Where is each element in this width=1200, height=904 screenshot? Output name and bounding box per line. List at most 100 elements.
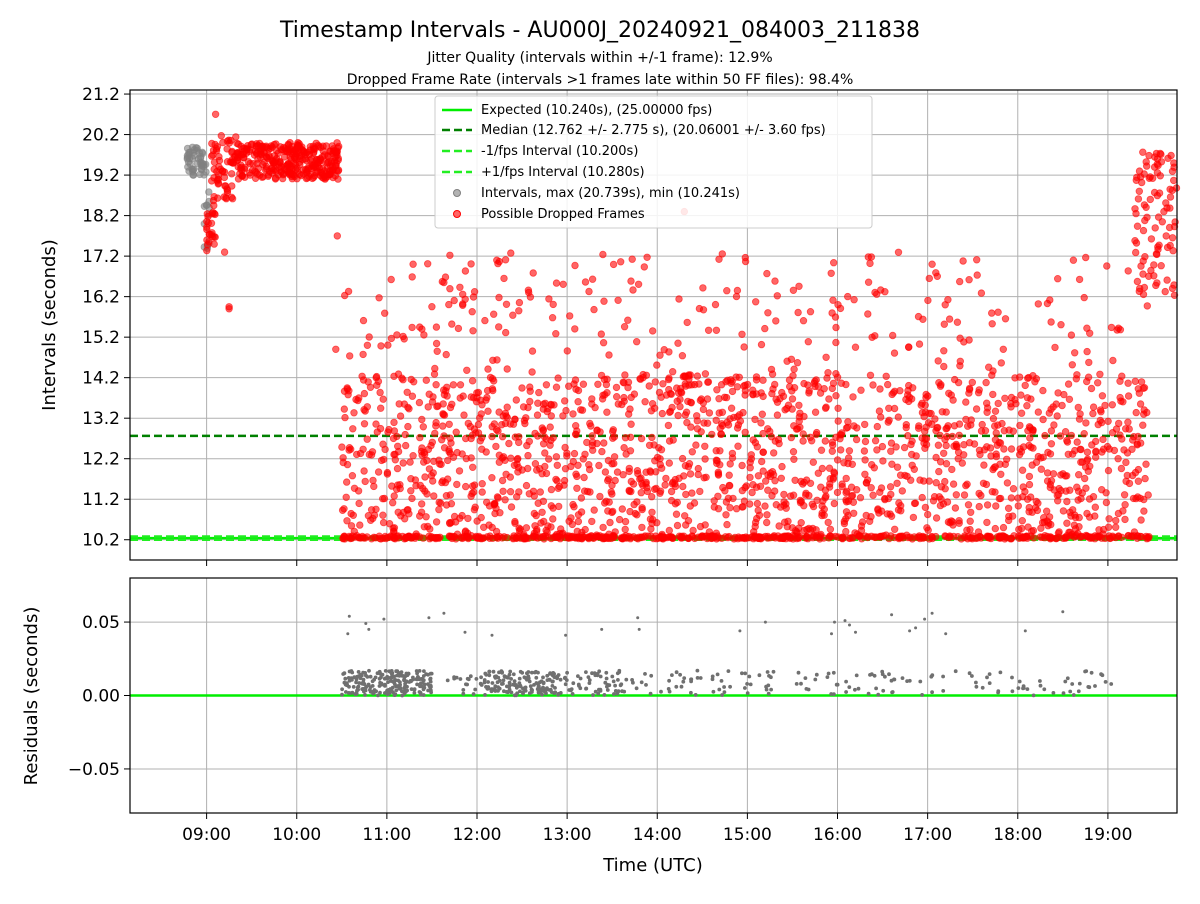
dropped-frame-point xyxy=(583,438,591,447)
dropped-frame-point xyxy=(332,345,340,353)
dropped-frame-point xyxy=(1039,453,1047,461)
residual-point xyxy=(974,680,978,685)
dropped-frame-point xyxy=(524,403,532,412)
dropped-frame-point xyxy=(483,386,492,395)
dropped-frame-point xyxy=(922,390,930,399)
residual-point xyxy=(564,678,569,682)
dropped-frame-point xyxy=(900,443,909,452)
interval-point xyxy=(183,151,192,160)
dropped-frame-point xyxy=(715,255,723,263)
dropped-frame-point xyxy=(1057,321,1065,329)
dropped-frame-point xyxy=(777,474,785,482)
dropped-frame-point xyxy=(1099,445,1108,453)
dropped-frame-point xyxy=(1028,461,1036,469)
residual-point xyxy=(578,676,583,681)
dropped-frame-point xyxy=(1047,477,1056,485)
dropped-frame-point xyxy=(540,433,549,441)
dropped-frame-point xyxy=(621,517,630,526)
dropped-frame-point xyxy=(907,476,915,484)
dropped-frame-point xyxy=(864,253,872,261)
residual-point xyxy=(695,676,700,680)
dropped-frame-point xyxy=(402,533,410,541)
dropped-frame-point xyxy=(569,457,577,466)
residual-point xyxy=(479,675,484,680)
residual-point xyxy=(1023,629,1027,633)
dropped-frame-point xyxy=(492,442,500,451)
dropped-frame-point xyxy=(1120,446,1128,454)
dropped-frame-point xyxy=(578,406,587,414)
dropped-frame-point xyxy=(1139,270,1147,278)
dropped-frame-point xyxy=(1054,490,1063,499)
dropped-frame-point xyxy=(545,455,553,463)
dropped-frame-point xyxy=(272,154,281,163)
residual-point xyxy=(427,616,431,620)
dropped-frame-point xyxy=(888,460,896,468)
dropped-frame-point xyxy=(824,369,832,377)
dropped-frame-point xyxy=(599,250,607,259)
dropped-frame-point xyxy=(273,147,281,155)
dropped-frame-point xyxy=(535,388,543,397)
dropped-frame-point xyxy=(1093,379,1102,387)
dropped-frame-point xyxy=(937,483,946,491)
dropped-frame-point xyxy=(973,271,981,279)
dropped-frame-point xyxy=(561,397,569,405)
dropped-frame-point xyxy=(470,288,479,296)
dropped-frame-point xyxy=(983,501,992,509)
dropped-frame-point xyxy=(637,434,646,443)
dropped-frame-point xyxy=(408,392,417,400)
legend-label-expected: Expected (10.240s), (25.00000 fps) xyxy=(481,103,712,118)
dropped-frame-point xyxy=(514,454,522,463)
residual-point xyxy=(545,673,550,678)
residual-point xyxy=(537,684,541,689)
residual-point xyxy=(499,682,504,686)
dropped-frame-point xyxy=(887,447,895,455)
residual-point xyxy=(825,675,830,679)
dropped-frame-point xyxy=(845,447,854,455)
residual-point xyxy=(634,686,639,691)
x-tick-label: 10:00 xyxy=(272,825,321,845)
dropped-frame-point xyxy=(507,249,515,257)
dropped-frame-point xyxy=(424,445,433,454)
dropped-frame-point xyxy=(588,517,596,526)
dropped-frame-point xyxy=(1075,513,1083,522)
dropped-frame-point xyxy=(894,248,903,256)
dropped-frame-point xyxy=(279,170,288,178)
dropped-frame-point xyxy=(460,411,468,419)
dropped-frame-point xyxy=(710,497,718,505)
dropped-frame-point xyxy=(1153,250,1161,259)
dropped-frame-point xyxy=(794,308,802,317)
dropped-frame-point xyxy=(965,336,973,344)
dropped-frame-point xyxy=(696,487,704,496)
residual-point xyxy=(766,683,771,688)
dropped-frame-point xyxy=(904,386,912,395)
dropped-frame-point xyxy=(766,427,774,436)
dropped-frame-point xyxy=(384,428,392,436)
dropped-frame-point xyxy=(1091,453,1100,461)
dropped-frame-point xyxy=(905,343,913,351)
dropped-frame-point xyxy=(1139,421,1147,429)
dropped-frame-point xyxy=(910,465,918,473)
dropped-frame-point xyxy=(573,484,581,492)
dropped-frame-point xyxy=(754,472,763,480)
dropped-frame-point xyxy=(416,433,424,442)
residual-point xyxy=(404,680,409,684)
dropped-frame-point xyxy=(947,391,955,399)
dropped-frame-point xyxy=(377,404,385,412)
dropped-frame-point xyxy=(237,142,245,150)
dropped-frame-point xyxy=(605,351,613,359)
residual-point xyxy=(514,693,518,698)
dropped-frame-point xyxy=(983,399,991,407)
dropped-frame-point xyxy=(727,404,736,412)
dropped-frame-point xyxy=(634,280,643,288)
dropped-frame-point xyxy=(1084,467,1092,475)
dropped-frame-point xyxy=(1067,331,1076,339)
dropped-frame-point xyxy=(455,467,464,475)
residual-point xyxy=(1083,669,1087,674)
dropped-frame-point xyxy=(522,524,531,532)
residual-point xyxy=(844,690,848,694)
dropped-frame-point xyxy=(703,419,712,427)
dropped-frame-point xyxy=(693,425,702,433)
dropped-frame-point xyxy=(204,219,212,227)
dropped-frame-point xyxy=(418,415,426,424)
dropped-frame-point xyxy=(528,347,537,355)
